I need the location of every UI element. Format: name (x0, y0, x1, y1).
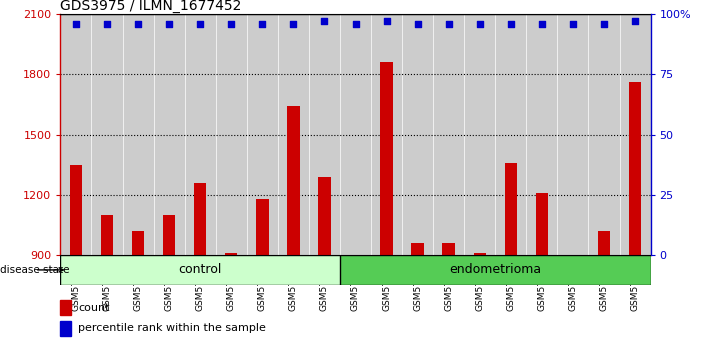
Point (567, 21, 579, 27)
Point (381, 18, 392, 24)
Bar (412, 243, 424, 255)
Bar (319, 177, 331, 255)
Bar (278, 14, 309, 255)
Point (536, 21, 547, 27)
Bar (287, 107, 299, 255)
Bar (60, 300, 71, 315)
Bar (309, 14, 340, 255)
Point (288, 21, 299, 27)
Bar (589, 14, 619, 255)
Point (598, 21, 609, 27)
Point (319, 18, 330, 24)
Point (350, 21, 361, 27)
Text: GDS3975 / ILMN_1677452: GDS3975 / ILMN_1677452 (60, 0, 242, 13)
Point (132, 21, 144, 27)
Bar (598, 231, 610, 255)
Text: percentile rank within the sample: percentile rank within the sample (78, 323, 266, 333)
Point (102, 21, 113, 27)
Bar (442, 243, 455, 255)
Bar (60, 255, 340, 285)
Bar (92, 14, 122, 255)
Point (443, 21, 454, 27)
Point (257, 21, 268, 27)
Bar (132, 231, 144, 255)
Bar (194, 183, 206, 255)
Bar (535, 193, 548, 255)
Point (629, 18, 641, 24)
Point (225, 21, 237, 27)
Bar (225, 253, 237, 255)
Bar (433, 14, 464, 255)
Bar (505, 162, 517, 255)
Bar (154, 14, 185, 255)
Text: count: count (78, 303, 109, 313)
Point (164, 21, 175, 27)
Point (474, 21, 486, 27)
Bar (70, 165, 82, 255)
Text: endometrioma: endometrioma (449, 263, 541, 276)
Bar (185, 14, 215, 255)
Text: disease state: disease state (0, 265, 70, 275)
Bar (557, 14, 589, 255)
Bar (256, 199, 269, 255)
Bar (349, 255, 362, 261)
Bar (629, 82, 641, 255)
Bar (215, 14, 247, 255)
Point (505, 21, 516, 27)
Bar (464, 14, 496, 255)
Bar (567, 255, 579, 267)
Point (70, 21, 82, 27)
Bar (340, 255, 651, 285)
Point (412, 21, 423, 27)
Bar (371, 14, 402, 255)
Bar (380, 62, 392, 255)
Bar (122, 14, 154, 255)
Bar (101, 215, 113, 255)
Point (195, 21, 206, 27)
Bar (60, 321, 71, 336)
Bar (60, 14, 92, 255)
Bar (340, 14, 371, 255)
Bar (247, 14, 278, 255)
Bar (496, 14, 526, 255)
Bar (163, 215, 176, 255)
Text: control: control (178, 263, 222, 276)
Bar (619, 14, 651, 255)
Bar (474, 253, 486, 255)
Bar (402, 14, 433, 255)
Bar (526, 14, 557, 255)
